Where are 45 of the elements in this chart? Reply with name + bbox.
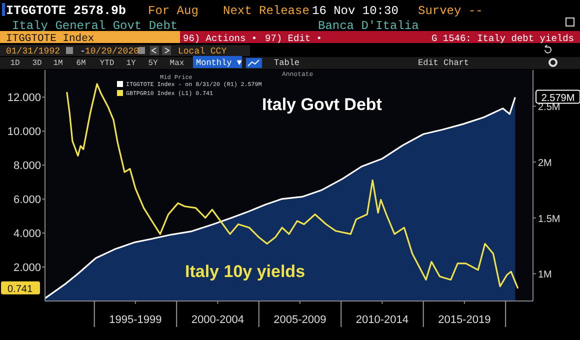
text: Max xyxy=(170,59,184,68)
line-series xyxy=(66,83,519,290)
text: 16 Nov 10:30 xyxy=(312,4,398,18)
text: 5Y xyxy=(148,59,158,68)
x-tick-label: 1995-1999 xyxy=(109,314,162,326)
text: Edit Chart xyxy=(418,58,470,68)
text: 97) Edit • xyxy=(265,33,322,44)
text: ITGGTOTE 2578.9b xyxy=(6,4,126,18)
text: Italy Govt Debt xyxy=(262,95,382,114)
y-tick-label: 4.000 xyxy=(13,228,41,240)
text: 1D xyxy=(10,59,20,68)
text: 0.741 xyxy=(7,284,33,295)
x-tick-label: 2005-2009 xyxy=(274,314,326,326)
text: YTD xyxy=(100,59,114,68)
text: 6M xyxy=(76,59,86,68)
text: Local CCY xyxy=(178,46,228,56)
x-tick-label: 2015-2019 xyxy=(438,314,491,326)
text: Table xyxy=(274,58,300,68)
y-tick-label: 8.000 xyxy=(13,160,41,172)
text: Survey -- xyxy=(418,4,483,18)
y2-tick-label: 1.5M xyxy=(538,214,560,225)
x-tick-label: 2000-2004 xyxy=(191,314,244,326)
y2-tick-label: 2M xyxy=(538,158,552,170)
text: 10/29/2020 xyxy=(85,46,140,56)
y-tick-label: 6.000 xyxy=(13,194,41,206)
y2-tick-label: 1M xyxy=(538,270,552,281)
text: G 1546: Italy debt yields xyxy=(431,33,574,44)
text: For Aug xyxy=(148,4,198,18)
text: 1Y xyxy=(126,59,136,68)
text: 3D xyxy=(32,59,42,68)
text: Next Release xyxy=(223,4,310,18)
text: Monthly ▼ xyxy=(196,58,243,68)
chart-title: Italy General Govt Debt xyxy=(12,19,178,33)
text: Banca D'Italia xyxy=(318,19,419,33)
text: ITGGTOTE Index xyxy=(6,33,94,45)
text: 2.579M xyxy=(541,92,575,104)
y-tick-label: 2.000 xyxy=(13,262,41,274)
text: 01/31/1992 xyxy=(6,46,60,56)
y-tick-label: 10.000 xyxy=(7,126,41,138)
x-tick-label: 2010-2014 xyxy=(356,314,408,326)
series-label: Italy 10y yields xyxy=(185,262,306,281)
text: 1M xyxy=(53,59,63,68)
text: 96) Actions • xyxy=(183,33,258,44)
y-tick-label: 12.000 xyxy=(7,92,41,104)
text: - xyxy=(80,46,86,56)
